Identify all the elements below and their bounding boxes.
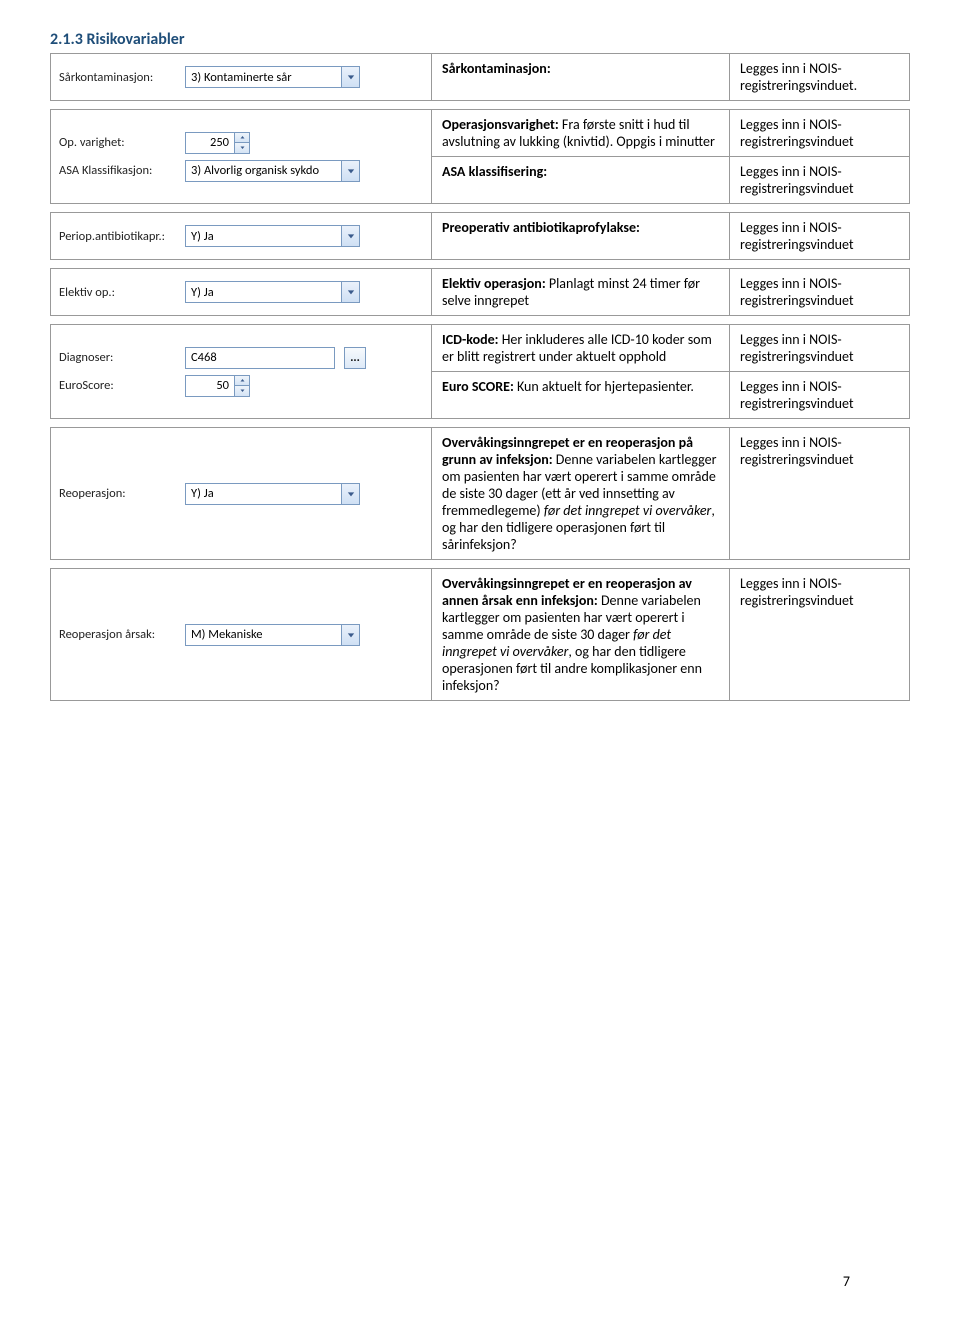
reoperasjon-combo[interactable]: Y) Ja bbox=[185, 483, 360, 505]
variable-block: Sårkontaminasjon: 3) Kontaminerte sår Så… bbox=[50, 53, 910, 101]
screenshot-cell: Reoperasjon: Y) Ja bbox=[51, 428, 431, 559]
reoperasjon årsak-combo[interactable]: M) Mekaniske bbox=[185, 624, 360, 646]
form-row: Reoperasjon: Y) Ja bbox=[59, 483, 360, 505]
result-cell: Legges inn i NOIS-registreringsvinduet bbox=[729, 325, 909, 371]
field-label: Elektiv op.: bbox=[59, 285, 179, 300]
field-label: EuroScore: bbox=[59, 378, 179, 393]
form-row: ASA Klassifikasjon: 3) Alvorlig organisk… bbox=[59, 160, 360, 182]
screenshot-cell: Diagnoser: C468 ... EuroScore: 50 bbox=[51, 325, 431, 418]
variable-block: Reoperasjon: Y) Ja Overvåkingsinngrepet … bbox=[50, 427, 910, 560]
chevron-down-icon[interactable] bbox=[341, 161, 359, 181]
result-cell: Legges inn i NOIS-registreringsvinduet bbox=[729, 157, 909, 203]
field-label: Reoperasjon: bbox=[59, 486, 179, 501]
elektiv op-combo[interactable]: Y) Ja bbox=[185, 281, 360, 303]
sårkontaminasjon-combo[interactable]: 3) Kontaminerte sår bbox=[185, 66, 360, 88]
description-cell: Preoperativ antibiotikaprofylakse: bbox=[431, 213, 729, 259]
form-row: Reoperasjon årsak: M) Mekaniske bbox=[59, 624, 360, 646]
spin-up-icon[interactable] bbox=[235, 133, 249, 144]
description-cell: Overvåkingsinngrepet er en reoperasjon p… bbox=[431, 428, 729, 559]
result-cell: Legges inn i NOIS-registreringsvinduet bbox=[729, 569, 909, 700]
field-label: Op. varighet: bbox=[59, 135, 179, 150]
result-cell: Legges inn i NOIS-registreringsvinduet bbox=[729, 213, 909, 259]
screenshot-cell: Reoperasjon årsak: M) Mekaniske bbox=[51, 569, 431, 700]
diagnoser-input[interactable]: C468 bbox=[185, 347, 335, 369]
spin-value: 250 bbox=[186, 135, 234, 150]
chevron-down-icon[interactable] bbox=[341, 67, 359, 87]
screenshot-cell: Sårkontaminasjon: 3) Kontaminerte sår bbox=[51, 54, 431, 100]
variable-block: Op. varighet: 250 ASA Klassifikasjon: 3)… bbox=[50, 109, 910, 204]
page-number: 7 bbox=[843, 1273, 850, 1290]
form-row: Diagnoser: C468 ... bbox=[59, 347, 366, 369]
form-row: Op. varighet: 250 bbox=[59, 132, 360, 154]
description-cell: Operasjonsvarighet: Fra første snitt i h… bbox=[431, 110, 729, 156]
result-cell: Legges inn i NOIS-registreringsvinduet. bbox=[729, 54, 909, 100]
asa klassifikasjon-combo[interactable]: 3) Alvorlig organisk sykdo bbox=[185, 160, 360, 182]
text-value: C468 bbox=[186, 350, 334, 365]
spin-value: 50 bbox=[186, 378, 234, 393]
form-row: Periop.antibiotikapr.: Y) Ja bbox=[59, 225, 360, 247]
combo-value: M) Mekaniske bbox=[186, 627, 341, 642]
field-label: Diagnoser: bbox=[59, 350, 179, 365]
combo-value: Y) Ja bbox=[186, 285, 341, 300]
field-label: ASA Klassifikasjon: bbox=[59, 163, 179, 178]
screenshot-cell: Periop.antibiotikapr.: Y) Ja bbox=[51, 213, 431, 259]
variable-block: Periop.antibiotikapr.: Y) Ja Preoperativ… bbox=[50, 212, 910, 260]
page: 2.1.3 Risikovariabler Sårkontaminasjon: … bbox=[50, 30, 910, 1310]
form-row: EuroScore: 50 bbox=[59, 375, 366, 397]
combo-value: Y) Ja bbox=[186, 229, 341, 244]
result-cell: Legges inn i NOIS-registreringsvinduet bbox=[729, 428, 909, 559]
combo-value: Y) Ja bbox=[186, 486, 341, 501]
screenshot-cell: Elektiv op.: Y) Ja bbox=[51, 269, 431, 315]
combo-value: 3) Alvorlig organisk sykdo bbox=[186, 163, 341, 178]
euroscore-spinbox[interactable]: 50 bbox=[185, 375, 250, 397]
chevron-down-icon[interactable] bbox=[341, 484, 359, 504]
description-cell: ASA klassifisering: bbox=[431, 157, 729, 203]
field-label: Periop.antibiotikapr.: bbox=[59, 229, 179, 244]
screenshot-cell: Op. varighet: 250 ASA Klassifikasjon: 3)… bbox=[51, 110, 431, 203]
form-row: Sårkontaminasjon: 3) Kontaminerte sår bbox=[59, 66, 360, 88]
result-cell: Legges inn i NOIS-registreringsvinduet bbox=[729, 372, 909, 418]
chevron-down-icon[interactable] bbox=[341, 625, 359, 645]
variable-block: Reoperasjon årsak: M) Mekaniske Overvåki… bbox=[50, 568, 910, 701]
field-label: Sårkontaminasjon: bbox=[59, 70, 179, 85]
spin-up-icon[interactable] bbox=[235, 376, 249, 387]
periopantibiotikapr-combo[interactable]: Y) Ja bbox=[185, 225, 360, 247]
description-cell: Overvåkingsinngrepet er en reoperasjon a… bbox=[431, 569, 729, 700]
section-title: 2.1.3 Risikovariabler bbox=[50, 30, 910, 49]
description-cell: ICD-kode: Her inkluderes alle ICD-10 kod… bbox=[431, 325, 729, 371]
result-cell: Legges inn i NOIS-registreringsvinduet bbox=[729, 269, 909, 315]
chevron-down-icon[interactable] bbox=[341, 226, 359, 246]
combo-value: 3) Kontaminerte sår bbox=[186, 70, 341, 85]
chevron-down-icon[interactable] bbox=[341, 282, 359, 302]
description-cell: Euro SCORE: Kun aktuelt for hjertepasien… bbox=[431, 372, 729, 418]
description-cell: Sårkontaminasjon: bbox=[431, 54, 729, 100]
field-label: Reoperasjon årsak: bbox=[59, 627, 179, 642]
variable-block: Elektiv op.: Y) Ja Elektiv operasjon: Pl… bbox=[50, 268, 910, 316]
form-row: Elektiv op.: Y) Ja bbox=[59, 281, 360, 303]
description-cell: Elektiv operasjon: Planlagt minst 24 tim… bbox=[431, 269, 729, 315]
spin-down-icon[interactable] bbox=[235, 386, 249, 396]
browse-button[interactable]: ... bbox=[344, 347, 366, 369]
op varighet-spinbox[interactable]: 250 bbox=[185, 132, 250, 154]
spin-down-icon[interactable] bbox=[235, 143, 249, 153]
variable-block: Diagnoser: C468 ... EuroScore: 50 ICD-ko… bbox=[50, 324, 910, 419]
result-cell: Legges inn i NOIS-registreringsvinduet bbox=[729, 110, 909, 156]
